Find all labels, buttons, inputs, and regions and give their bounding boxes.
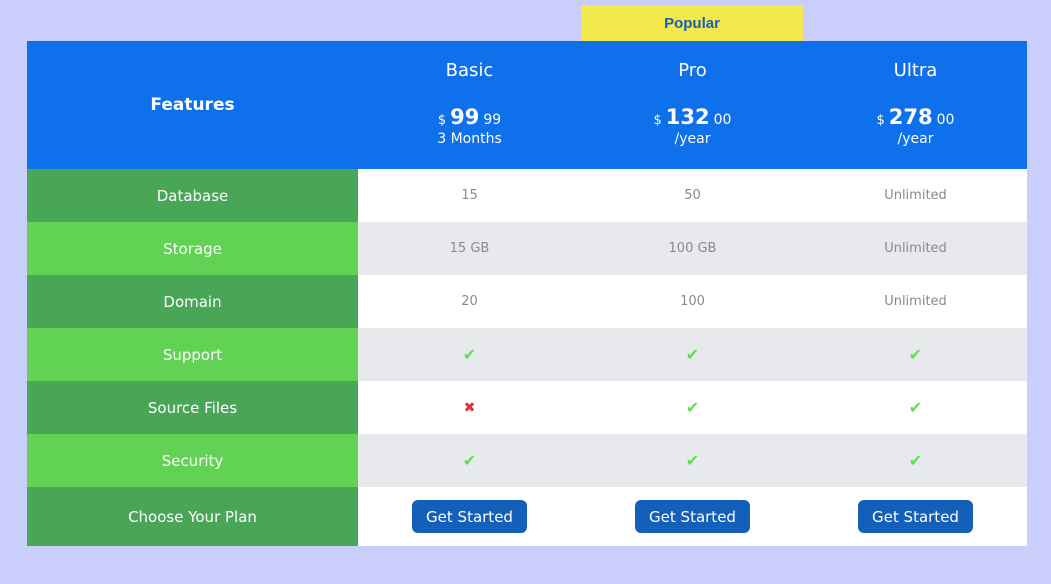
check-icon: ✔ [908,451,923,470]
plan-period: /year [897,131,934,147]
check-icon: ✔ [685,451,700,470]
feature-label: Domain [27,275,358,328]
price-cents: 00 [713,112,732,128]
price-main: 278 [888,105,933,129]
cell-value: Unlimited [884,241,947,256]
plan-header-basic: Basic $99 99 3 Months [358,41,581,169]
table-cell: Unlimited [804,222,1027,275]
table-cell: Get Started [804,487,1027,546]
price-cents: 99 [483,112,502,128]
feature-label: Database [27,169,358,222]
currency: $ [653,113,662,128]
table-cell: ✔ [581,434,804,487]
cell-value: 15 [461,188,478,203]
table-cell: ✔ [581,381,804,434]
get-started-button-pro[interactable]: Get Started [635,500,750,533]
feature-label: Support [27,328,358,381]
cell-value: 15 GB [449,241,490,256]
plan-name: Pro [678,60,707,81]
table-cell: ✖ [358,381,581,434]
cell-value: 100 [680,294,705,309]
table-cell: Get Started [581,487,804,546]
get-started-button-ultra[interactable]: Get Started [858,500,973,533]
popular-badge: Popular [581,5,803,41]
table-cell: Unlimited [804,169,1027,222]
get-started-button-basic[interactable]: Get Started [412,500,527,533]
table-cell: ✔ [358,328,581,381]
plan-name: Basic [445,60,494,81]
cell-value: Unlimited [884,294,947,309]
check-icon: ✔ [462,345,477,364]
table-cell: ✔ [804,328,1027,381]
table-cell: 100 GB [581,222,804,275]
pricing-table: Features Basic $99 99 3 Months Pro $132 00… [27,41,1027,546]
plan-price: $132 00 [654,105,732,129]
plan-period: /year [674,131,711,147]
price-main: 99 [450,105,480,129]
table-cell: 100 [581,275,804,328]
price-cents: 00 [936,112,955,128]
table-cell: ✔ [358,434,581,487]
check-icon: ✔ [908,345,923,364]
currency: $ [437,113,447,128]
table-cell: 15 GB [358,222,581,275]
table-cell: Get Started [358,487,581,546]
plan-price: $278 00 [877,105,955,129]
check-icon: ✔ [685,345,700,364]
features-header: Features [27,41,358,169]
cell-value: 20 [461,294,478,309]
plan-period: 3 Months [437,131,502,147]
table-cell: Unlimited [804,275,1027,328]
cross-icon: ✖ [463,399,476,416]
plan-name: Ultra [893,60,938,81]
check-icon: ✔ [908,398,923,417]
table-cell: 50 [581,169,804,222]
check-icon: ✔ [462,451,477,470]
table-cell: 15 [358,169,581,222]
table-cell: ✔ [581,328,804,381]
choose-plan-label: Choose Your Plan [27,487,358,546]
feature-label: Source Files [27,381,358,434]
plan-price: $99 99 [438,105,501,129]
plan-header-ultra: Ultra $278 00 /year [804,41,1027,169]
table-cell: ✔ [804,381,1027,434]
feature-label: Security [27,434,358,487]
currency: $ [876,113,885,128]
cell-value: 50 [684,188,701,203]
cell-value: 100 GB [668,241,717,256]
table-cell: 20 [358,275,581,328]
cell-value: Unlimited [884,188,947,203]
plan-header-pro: Pro $132 00 /year [581,41,804,169]
feature-label: Storage [27,222,358,275]
check-icon: ✔ [685,398,700,417]
price-main: 132 [665,105,710,129]
table-cell: ✔ [804,434,1027,487]
